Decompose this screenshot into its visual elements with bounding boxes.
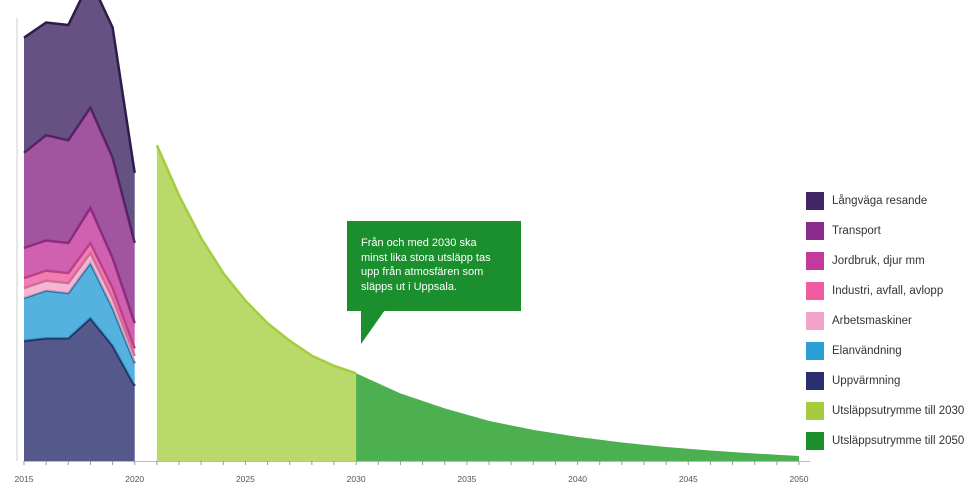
legend-swatch <box>806 372 824 390</box>
legend-label: Utsläppsutrymme till 2030 <box>832 405 965 417</box>
legend-swatch <box>806 252 824 270</box>
line-langvaga-resande <box>23 0 136 174</box>
legend-swatch <box>806 282 824 300</box>
legend-label: Långväga resande <box>832 195 928 207</box>
annotation-line: Från och med 2030 ska <box>361 237 477 249</box>
annotation-callout: Från och med 2030 ska minst lika stora u… <box>347 221 521 311</box>
area-uppvarmning <box>24 318 135 461</box>
line-utslappsutrymme-till-2030 <box>155 144 357 375</box>
legend: Långväga resande Transport Jordbruk, dju… <box>806 186 964 456</box>
legend-item-jordbruk: Jordbruk, djur mm <box>806 246 964 276</box>
legend-item-utslappsutrymme-2050: Utsläppsutrymme till 2050 <box>806 426 964 456</box>
legend-label: Transport <box>832 225 881 237</box>
area-arbetsmaskiner <box>24 253 135 364</box>
annotation-line: släpps ut i Uppsala. <box>361 280 457 293</box>
area-utslappsutrymme-till-2050 <box>356 373 799 461</box>
chart-marks <box>23 0 799 462</box>
legend-swatch <box>806 222 824 240</box>
legend-item-industri: Industri, avfall, avlopp <box>806 276 964 306</box>
legend-item-transport: Transport <box>806 216 964 246</box>
x-tick-label: 2045 <box>679 474 698 484</box>
area-industri-avfall-avlopp <box>24 243 135 356</box>
legend-label: Uppvärmning <box>832 375 901 387</box>
area-jordbruk-djur-mm <box>24 207 135 349</box>
x-tick-label: 2015 <box>15 474 34 484</box>
legend-item-langvaga-resande: Långväga resande <box>806 186 964 216</box>
area-transport <box>24 107 135 324</box>
legend-swatch <box>806 312 824 330</box>
x-tick-label: 2025 <box>236 474 255 484</box>
area-utslappsutrymme-till-2030 <box>156 145 357 462</box>
legend-label: Arbetsmaskiner <box>832 315 912 327</box>
legend-item-arbetsmaskiner: Arbetsmaskiner <box>806 306 964 336</box>
annotation-callout-tail <box>361 310 385 344</box>
x-axis-ticks: 2015 2020 2025 2030 2035 2040 2045 2050 <box>15 461 809 484</box>
x-tick-label: 2020 <box>125 474 144 484</box>
area-elanvandning <box>24 263 135 386</box>
legend-label: Jordbruk, djur mm <box>832 255 925 267</box>
area-langvaga-resande <box>24 0 135 243</box>
legend-item-elanvandning: Elanvändning <box>806 336 964 366</box>
x-tick-label: 2035 <box>457 474 476 484</box>
annotation-line: upp från atmosfären som <box>361 266 484 278</box>
legend-label: Elanvändning <box>832 345 902 357</box>
annotation-line: minst lika stora utsläpp tas <box>361 251 491 264</box>
chart-axes <box>16 18 810 462</box>
legend-item-uppvarmning: Uppvärmning <box>806 366 964 396</box>
x-tick-label: 2050 <box>790 474 809 484</box>
x-tick-label: 2030 <box>347 474 366 484</box>
legend-swatch <box>806 402 824 420</box>
legend-swatch <box>806 342 824 360</box>
x-tick-label: 2040 <box>568 474 587 484</box>
legend-label: Utsläppsutrymme till 2050 <box>832 435 965 447</box>
legend-label: Industri, avfall, avlopp <box>832 285 944 297</box>
legend-swatch <box>806 432 824 450</box>
legend-swatch <box>806 192 824 210</box>
legend-item-utslappsutrymme-2030: Utsläppsutrymme till 2030 <box>806 396 964 426</box>
